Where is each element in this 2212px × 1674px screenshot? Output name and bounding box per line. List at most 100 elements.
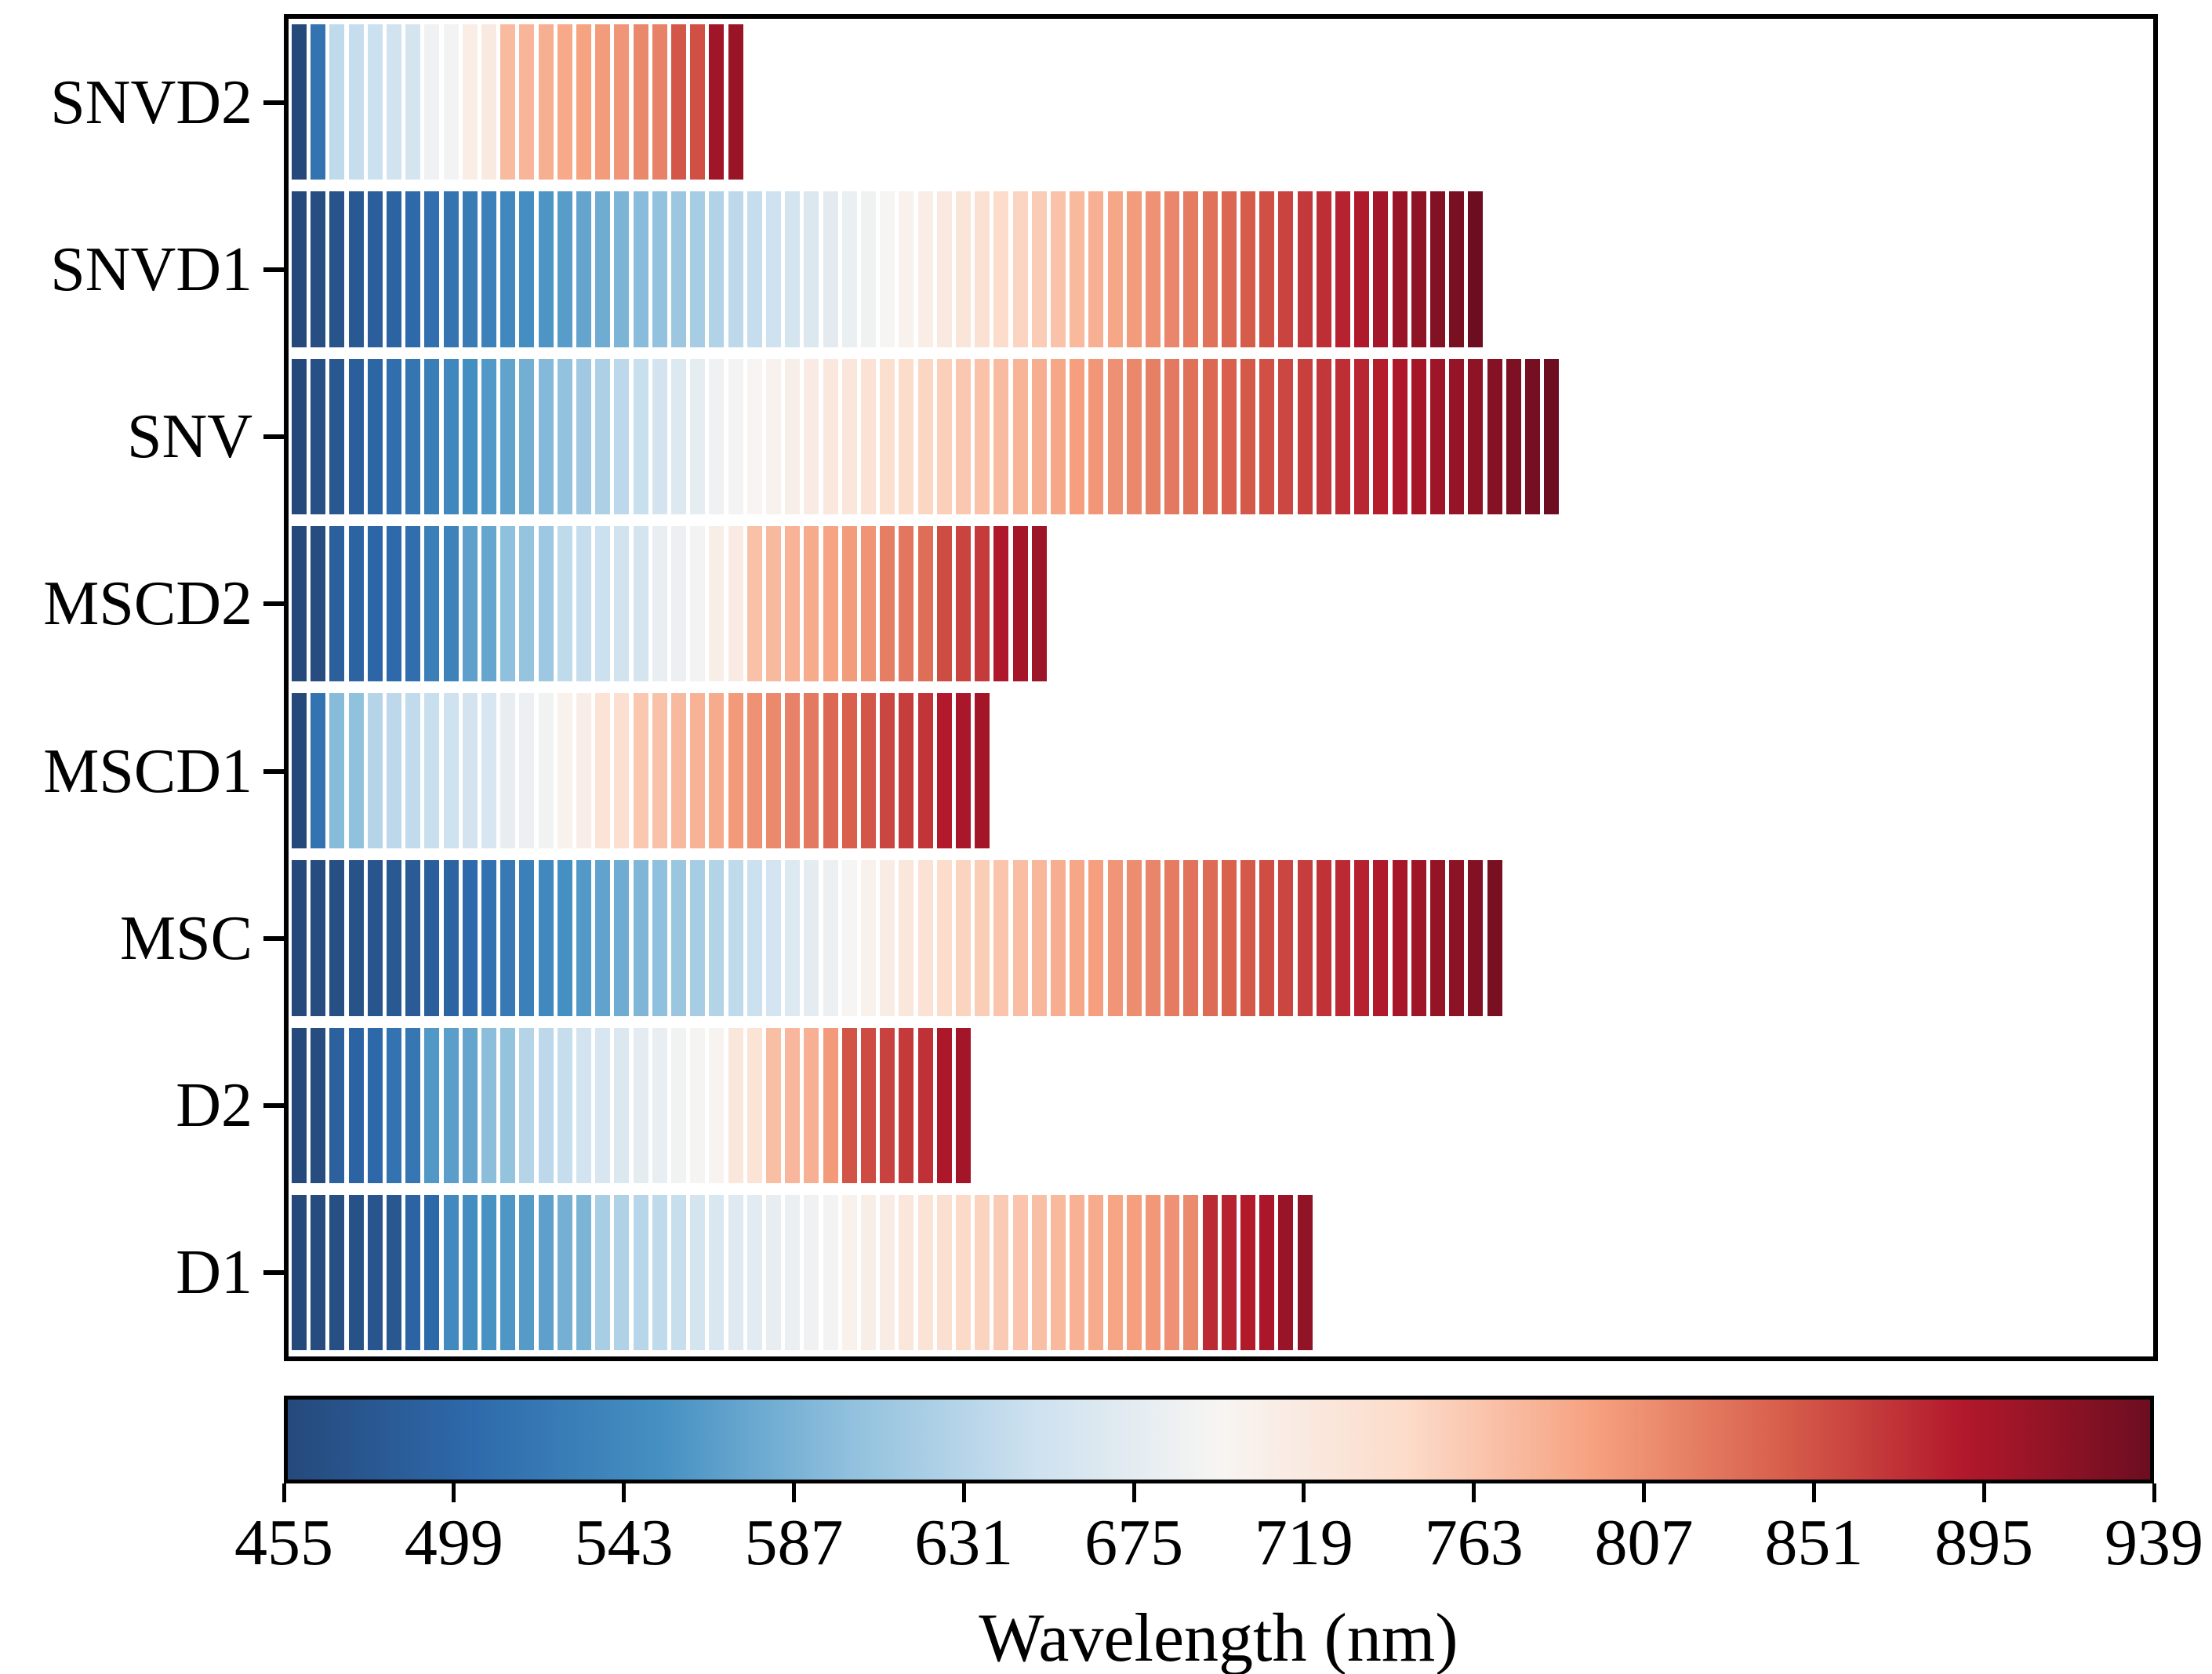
wavelength-bar — [1449, 860, 1465, 1016]
wavelength-bar — [861, 1194, 876, 1350]
wavelength-bar — [595, 860, 611, 1016]
colorbar-tick-label: 455 — [234, 1506, 333, 1579]
wavelength-bar — [481, 860, 496, 1016]
wavelength-bar — [595, 1027, 611, 1183]
wavelength-bar — [614, 358, 630, 514]
wavelength-bar — [595, 693, 611, 849]
wavelength-bar — [367, 525, 383, 681]
wavelength-bar — [766, 1194, 781, 1350]
wavelength-bar — [424, 693, 440, 849]
wavelength-bar — [1012, 191, 1028, 347]
wavelength-bar — [387, 1027, 401, 1183]
wavelength-bar — [861, 191, 876, 347]
wavelength-bar — [652, 1027, 667, 1183]
wavelength-bar — [1297, 1194, 1313, 1350]
wavelength-bar — [917, 525, 933, 681]
wavelength-bar — [1126, 358, 1142, 514]
wavelength-bar — [1146, 191, 1160, 347]
wavelength-bar — [861, 860, 876, 1016]
wavelength-bar — [1126, 1194, 1142, 1350]
wavelength-bar — [519, 1194, 535, 1350]
wavelength-bar — [500, 191, 516, 347]
wavelength-bar — [690, 1194, 706, 1350]
wavelength-bar — [443, 191, 459, 347]
wavelength-bar — [899, 358, 914, 514]
wavelength-bar — [785, 358, 801, 514]
wavelength-bar — [671, 525, 686, 681]
wavelength-bar — [367, 358, 383, 514]
wavelength-bar — [1468, 358, 1484, 514]
wavelength-bar — [633, 860, 648, 1016]
wavelength-bar — [1240, 191, 1255, 347]
wavelength-bar — [880, 693, 895, 849]
wavelength-bar — [481, 1194, 496, 1350]
wavelength-bar — [595, 1194, 611, 1350]
wavelength-bar — [311, 1194, 326, 1350]
wavelength-bar — [823, 1194, 838, 1350]
wavelength-bar — [1031, 860, 1047, 1016]
wavelength-bar — [1468, 191, 1484, 347]
wavelength-bar — [804, 525, 819, 681]
method-row-SNV — [289, 358, 2153, 514]
wavelength-bar — [1335, 191, 1350, 347]
wavelength-bar — [500, 24, 516, 180]
wavelength-bar — [880, 358, 895, 514]
wavelength-bar — [1392, 191, 1407, 347]
wavelength-bar — [841, 860, 857, 1016]
method-row-MSC — [289, 860, 2153, 1016]
wavelength-bar — [1297, 860, 1313, 1016]
wavelength-bar — [633, 191, 648, 347]
wavelength-bar — [917, 693, 933, 849]
wavelength-bar — [1316, 358, 1331, 514]
wavelength-bar — [728, 525, 743, 681]
wavelength-bar — [804, 191, 819, 347]
wavelength-bar — [462, 693, 478, 849]
wavelength-bar — [671, 358, 686, 514]
wavelength-bar — [1411, 191, 1426, 347]
wavelength-bar — [785, 191, 801, 347]
wavelength-bar — [956, 525, 971, 681]
wavelength-bar — [443, 693, 459, 849]
wavelength-bar — [500, 1194, 516, 1350]
wavelength-bar — [746, 525, 762, 681]
wavelength-bar — [1221, 1194, 1237, 1350]
wavelength-bar — [936, 693, 952, 849]
colorbar-tick-label: 543 — [574, 1506, 674, 1579]
colorbar-tick — [1642, 1483, 1647, 1502]
wavelength-bar — [405, 358, 421, 514]
wavelength-bar — [367, 860, 383, 1016]
colorbar-tick-label: 499 — [404, 1506, 503, 1579]
y-tick-label-SNVD2: SNVD2 — [50, 67, 252, 137]
y-tick-label-SNVD1: SNVD1 — [50, 234, 252, 304]
wavelength-bar — [595, 525, 611, 681]
wavelength-bar — [576, 693, 591, 849]
wavelength-bar — [785, 1194, 801, 1350]
wavelength-bar — [595, 24, 611, 180]
wavelength-bar — [728, 860, 743, 1016]
wavelength-bar — [1051, 358, 1066, 514]
wavelength-bar — [519, 525, 535, 681]
wavelength-bar — [633, 24, 648, 180]
colorbar-tick-label: 587 — [744, 1506, 844, 1579]
colorbar-tick — [791, 1483, 796, 1502]
wavelength-bar — [823, 693, 838, 849]
wavelength-bar — [899, 525, 914, 681]
wavelength-bar — [443, 358, 459, 514]
wavelength-bar — [690, 693, 706, 849]
y-tick-label-MSCD1: MSCD1 — [43, 736, 252, 806]
wavelength-bar — [1012, 358, 1028, 514]
wavelength-bar — [728, 24, 743, 180]
wavelength-bar — [804, 860, 819, 1016]
colorbar-tick — [2152, 1483, 2156, 1502]
wavelength-bar — [633, 693, 648, 849]
method-row-MSCD1 — [289, 693, 2153, 849]
wavelength-bar — [956, 358, 971, 514]
wavelength-bar — [652, 860, 667, 1016]
wavelength-bar — [690, 191, 706, 347]
wavelength-bar — [633, 1194, 648, 1350]
wavelength-bar — [1031, 525, 1047, 681]
wavelength-bar — [443, 860, 459, 1016]
wavelength-bar — [899, 191, 914, 347]
wavelength-bar — [329, 1194, 345, 1350]
wavelength-bar — [595, 358, 611, 514]
